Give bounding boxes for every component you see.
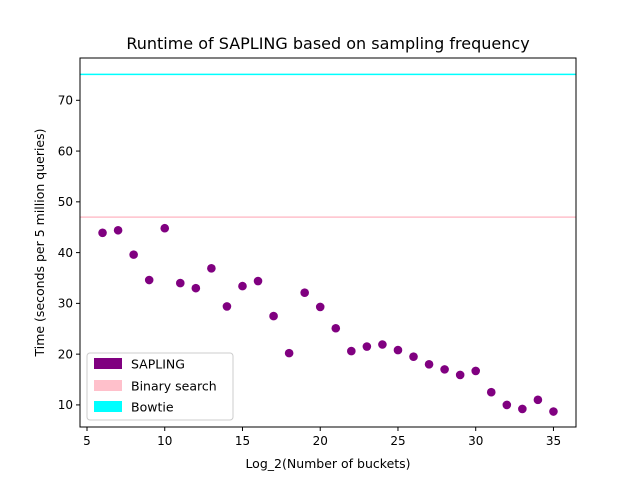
y-tick-label: 30 bbox=[58, 297, 73, 311]
sapling-point bbox=[409, 352, 418, 361]
sapling-point bbox=[207, 264, 216, 273]
y-tick-label: 60 bbox=[58, 144, 73, 158]
sapling-point bbox=[362, 342, 372, 351]
sapling-point bbox=[113, 225, 123, 235]
sapling-point bbox=[144, 275, 154, 285]
legend-swatch-sapling bbox=[94, 358, 122, 369]
legend: SAPLING Binary search Bowtie bbox=[86, 352, 234, 421]
y-tick-label: 10 bbox=[58, 398, 73, 412]
sapling-point bbox=[502, 400, 512, 410]
x-axis-label: Log_2(Number of buckets) bbox=[245, 456, 410, 471]
sapling-point bbox=[191, 283, 201, 293]
sapling-point bbox=[284, 348, 294, 358]
sapling-point bbox=[253, 276, 263, 286]
x-tick-label: 25 bbox=[390, 434, 405, 448]
x-tick-label: 15 bbox=[235, 434, 250, 448]
plot-area bbox=[80, 73, 576, 416]
x-tick-label: 30 bbox=[468, 434, 483, 448]
sapling-point bbox=[98, 228, 107, 238]
sapling-point bbox=[549, 407, 558, 416]
legend-swatch-binary-search bbox=[94, 380, 122, 391]
sapling-point bbox=[347, 346, 356, 356]
x-axis: 5 10 15 20 25 30 35 bbox=[83, 427, 561, 448]
plot-frame bbox=[79, 57, 577, 428]
sapling-point bbox=[455, 370, 465, 380]
legend-frame bbox=[86, 352, 234, 421]
x-tick-label: 10 bbox=[157, 434, 172, 448]
y-tick-label: 20 bbox=[58, 347, 73, 361]
y-tick-label: 70 bbox=[58, 94, 73, 108]
sapling-point bbox=[175, 278, 185, 288]
sapling-point bbox=[424, 359, 434, 369]
chart-title: Runtime of SAPLING based on sampling fre… bbox=[126, 34, 529, 53]
y-axis: 10 20 30 40 50 60 70 bbox=[58, 94, 80, 412]
sapling-point bbox=[300, 288, 309, 298]
legend-label-binary-search: Binary search bbox=[131, 379, 217, 394]
y-axis-label: Time (seconds per 5 million queries) bbox=[32, 128, 47, 357]
sapling-point bbox=[378, 340, 387, 349]
y-tick-label: 40 bbox=[58, 246, 73, 260]
x-tick-label: 35 bbox=[546, 434, 561, 448]
sapling-point bbox=[160, 223, 170, 233]
sapling-point bbox=[269, 311, 278, 321]
x-tick-label: 5 bbox=[83, 434, 91, 448]
sapling-point bbox=[129, 250, 138, 259]
legend-swatch-bowtie bbox=[94, 401, 122, 412]
sapling-point bbox=[440, 365, 449, 374]
legend-label-sapling: SAPLING bbox=[131, 357, 185, 372]
sapling-point bbox=[533, 395, 543, 405]
sapling-point bbox=[518, 404, 527, 414]
x-tick-label: 20 bbox=[313, 434, 328, 448]
sapling-point bbox=[315, 302, 325, 312]
legend-label-bowtie: Bowtie bbox=[131, 400, 174, 415]
y-tick-label: 50 bbox=[58, 195, 73, 209]
sapling-point bbox=[238, 281, 247, 291]
sapling-point bbox=[471, 366, 481, 376]
sapling-point bbox=[222, 302, 232, 311]
sapling-point bbox=[331, 323, 341, 333]
sapling-point bbox=[393, 345, 403, 355]
sapling-points bbox=[98, 223, 558, 416]
sapling-point bbox=[486, 387, 496, 397]
